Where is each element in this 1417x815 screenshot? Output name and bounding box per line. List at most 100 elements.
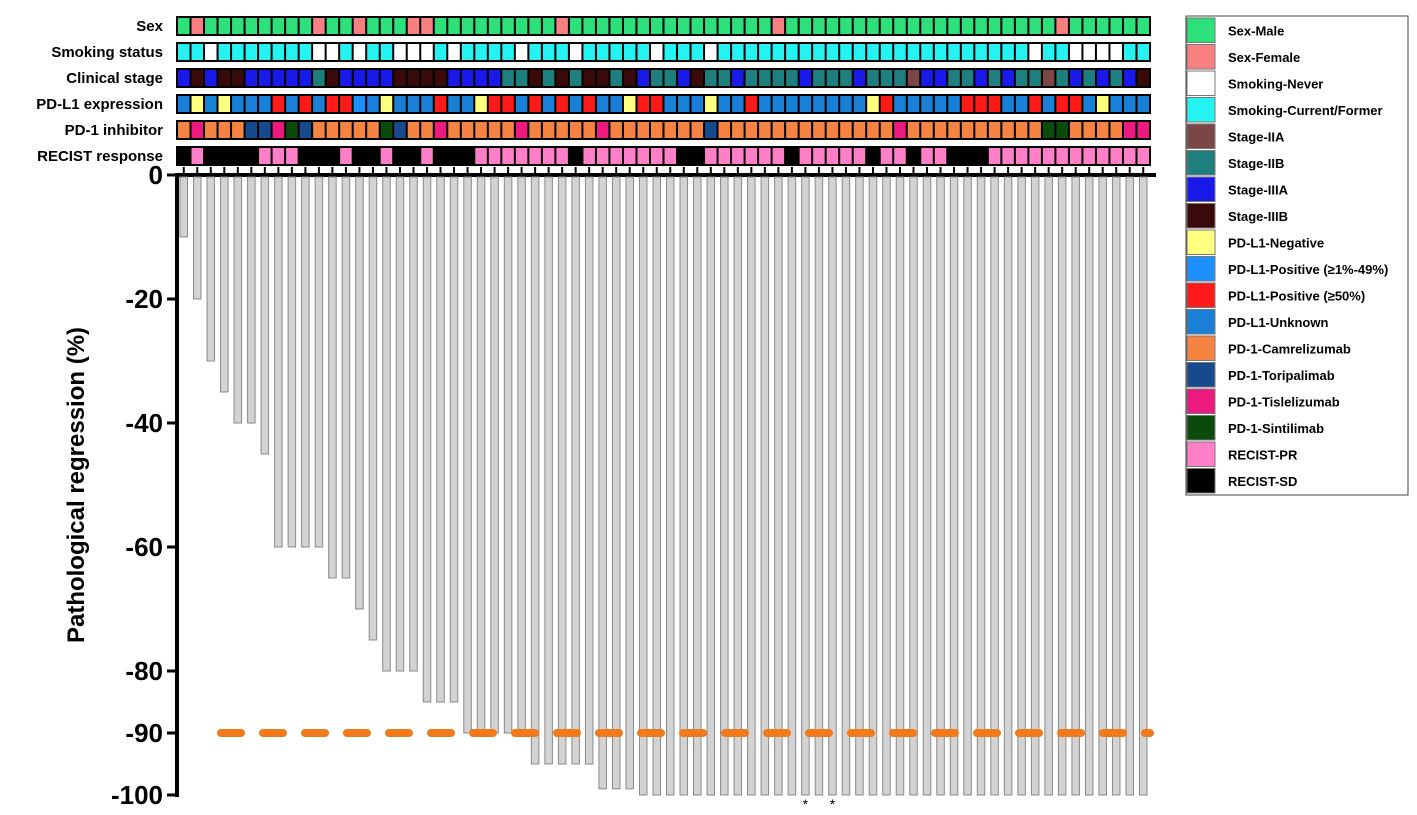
track-cell xyxy=(1056,44,1068,60)
track-cell xyxy=(569,18,582,34)
track-cell xyxy=(623,70,636,86)
track-cell xyxy=(569,122,582,138)
track-cell xyxy=(367,96,379,112)
track-cell xyxy=(853,70,866,86)
track-cell xyxy=(205,122,217,138)
track-cell xyxy=(488,96,501,112)
track-cell xyxy=(475,122,487,138)
track-cell xyxy=(1042,148,1055,164)
track-cell xyxy=(461,122,474,138)
track-cell xyxy=(569,96,582,112)
track-cell xyxy=(1002,44,1014,60)
bar xyxy=(449,176,459,703)
bar xyxy=(355,176,364,610)
bar xyxy=(922,176,932,796)
track-cell xyxy=(637,70,649,86)
track-cell xyxy=(340,96,352,112)
track-cell xyxy=(799,148,812,164)
bar xyxy=(909,176,918,796)
track-cell xyxy=(826,96,839,112)
bar xyxy=(949,176,959,796)
y-tick-label: -20 xyxy=(125,284,163,314)
track-cell xyxy=(664,96,677,112)
track-cell xyxy=(732,96,744,112)
track-cell xyxy=(1096,96,1109,112)
bar xyxy=(382,176,391,672)
track-cell xyxy=(1123,18,1136,34)
legend-label: PD-1-Tislelizumab xyxy=(1228,394,1340,409)
bar xyxy=(584,176,594,765)
track-cell xyxy=(1110,70,1122,86)
legend-label: RECIST-SD xyxy=(1228,474,1297,489)
bar-annotation: * xyxy=(830,796,836,812)
track-cell xyxy=(678,18,690,34)
track-cell xyxy=(894,122,906,138)
track-cell xyxy=(394,70,406,86)
track-cell xyxy=(407,122,420,138)
track-cell xyxy=(1015,122,1028,138)
track-cell xyxy=(934,44,947,60)
track-cell xyxy=(313,148,325,164)
track-cell xyxy=(421,44,433,60)
track-cell xyxy=(245,70,258,86)
track-cell xyxy=(434,148,447,164)
track-cell xyxy=(353,148,366,164)
bar xyxy=(625,176,634,790)
track-cell xyxy=(475,148,487,164)
track-cell xyxy=(813,70,825,86)
bar xyxy=(598,176,607,790)
track-cell xyxy=(461,18,474,34)
legend-label: PD-L1-Positive (≥1%-49%) xyxy=(1228,262,1388,277)
track-cell xyxy=(488,122,501,138)
track-cell xyxy=(1042,18,1055,34)
track-cell xyxy=(272,96,285,112)
track-cell xyxy=(691,96,704,112)
track-cell xyxy=(1002,18,1014,34)
track-cell xyxy=(596,44,609,60)
legend-label: Stage-IIB xyxy=(1228,156,1284,171)
track-cell xyxy=(191,96,204,112)
track-cell xyxy=(948,44,960,60)
bar xyxy=(760,176,770,796)
legend-swatch xyxy=(1186,17,1216,43)
bar xyxy=(679,176,689,796)
track-cell xyxy=(286,96,298,112)
track-cell xyxy=(1137,96,1149,112)
track-cell xyxy=(1002,96,1014,112)
track-cell xyxy=(502,70,514,86)
track-cell xyxy=(421,18,433,34)
track-cell xyxy=(1110,44,1122,60)
bar xyxy=(328,176,337,579)
track-cell xyxy=(1069,70,1082,86)
track-cell xyxy=(1042,44,1055,60)
track-cell xyxy=(556,44,568,60)
bar xyxy=(287,176,297,548)
track-cell xyxy=(637,96,649,112)
track-cell xyxy=(272,122,285,138)
track-cell xyxy=(434,122,447,138)
track-cell xyxy=(515,148,528,164)
bar xyxy=(936,176,945,796)
track-cell xyxy=(556,148,568,164)
track-cell xyxy=(542,18,555,34)
track-cell xyxy=(1056,148,1068,164)
track-cell xyxy=(353,96,366,112)
track-cell xyxy=(313,96,325,112)
track-cell xyxy=(286,44,298,60)
track-cell xyxy=(894,70,906,86)
track-cell xyxy=(434,96,447,112)
bar xyxy=(1138,176,1148,796)
legend-swatch xyxy=(1186,282,1216,308)
track-cell xyxy=(299,96,312,112)
track-cell xyxy=(840,70,852,86)
track-cell xyxy=(394,148,406,164)
bar xyxy=(720,176,729,796)
track-cell xyxy=(948,96,960,112)
track-cell xyxy=(191,122,204,138)
bar xyxy=(1111,176,1121,796)
track-cell xyxy=(245,96,258,112)
track-cell xyxy=(529,44,541,60)
track-cell xyxy=(583,44,595,60)
track-cell xyxy=(637,148,649,164)
track-cell xyxy=(623,96,636,112)
